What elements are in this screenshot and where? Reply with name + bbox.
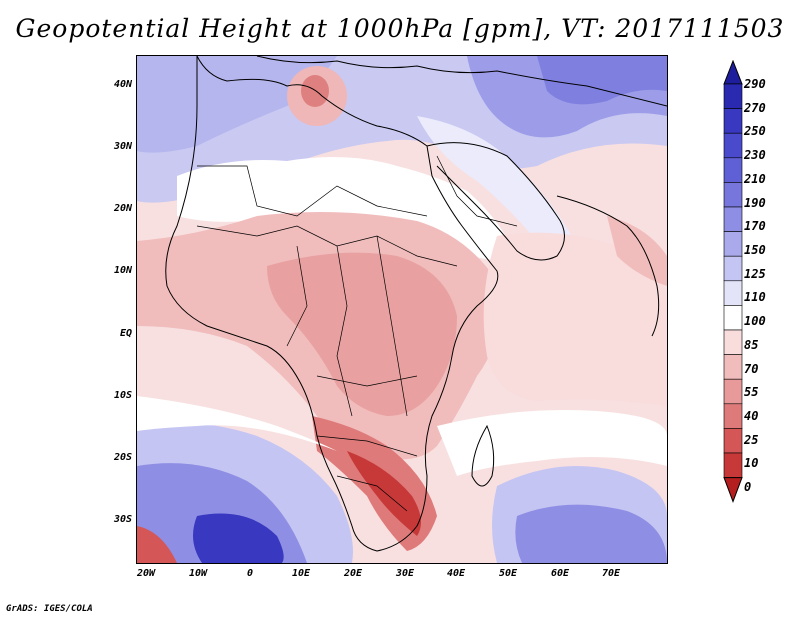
- field-south-white-band: [137, 396, 337, 451]
- field-central-red-inner: [267, 252, 457, 416]
- lat-label-10s: 10S: [113, 390, 132, 401]
- field-indian-white-band: [437, 410, 667, 476]
- field-south-red-core: [347, 451, 421, 536]
- colorbar-level-label: 250: [744, 124, 766, 139]
- credit-text: GrADS: IGES/COLA: [6, 604, 93, 614]
- colorbar-segment: [723, 182, 743, 208]
- colorbar-level-label: 190: [744, 195, 766, 210]
- africa-coastline: [165, 56, 499, 552]
- lon-label-10w: 10W: [188, 568, 208, 579]
- lon-label-0: 0: [246, 568, 254, 579]
- border-south: [336, 475, 408, 512]
- lat-label-40n: 40N: [113, 79, 132, 90]
- colorbar-segment: [723, 329, 743, 355]
- field-southwest-deepest-blue: [193, 513, 284, 563]
- colorbar-level-label: 100: [744, 314, 766, 329]
- colorbar-segment: [723, 231, 743, 257]
- arabia-coastline: [426, 142, 565, 261]
- country-borders: [196, 155, 518, 512]
- colorbar-segment: [723, 255, 743, 282]
- colorbar-segment: [723, 132, 743, 159]
- colorbar: [723, 60, 743, 504]
- border-central: [336, 245, 353, 417]
- colorbar-level-label: 210: [744, 171, 766, 186]
- colorbar-segment: [723, 378, 743, 405]
- map-title: Geopotential Height at 1000hPa [gpm], VT…: [15, 14, 785, 43]
- lon-label-20w: 20W: [136, 568, 156, 579]
- colorbar-level-label: 270: [744, 100, 766, 115]
- colorbar-level-label: 40: [744, 409, 759, 423]
- colorbar-top-arrow: [723, 60, 743, 85]
- lon-label-70e: 70E: [601, 568, 621, 579]
- colorbar-level-label: 150: [744, 243, 766, 257]
- colorbar-level-label: 110: [744, 290, 766, 305]
- lon-label-60e: 60E: [550, 568, 570, 579]
- colorbar-level-label: 10: [744, 456, 759, 471]
- geopotential-map: [137, 56, 667, 563]
- lat-label-30s: 30S: [113, 514, 132, 525]
- colorbar-level-label: 170: [744, 219, 766, 234]
- field-northwest-blue: [137, 56, 337, 153]
- colorbar-segments: [723, 60, 743, 504]
- colorbar-segment: [723, 428, 743, 454]
- lon-label-10e: 10E: [291, 568, 311, 579]
- field-southeast-deep-blue: [515, 504, 667, 563]
- india-coastline: [556, 195, 660, 337]
- border-north: [197, 165, 428, 217]
- map-panel: [136, 55, 668, 564]
- lon-label-30e: 30E: [395, 568, 415, 579]
- colorbar-level-label: 85: [744, 337, 759, 352]
- colorbar-level-label: 230: [744, 148, 766, 163]
- colorbar-segment: [723, 206, 743, 232]
- colorbar-segment: [723, 280, 743, 306]
- colorbar-segment: [723, 157, 743, 183]
- field-southwest-corner-red: [137, 526, 177, 563]
- madagascar-coastline: [471, 424, 495, 487]
- colorbar-level-label: 0: [744, 480, 752, 495]
- coastlines: [165, 56, 667, 552]
- colorbar-level-label: 55: [744, 385, 759, 400]
- colorbar-segment: [723, 403, 743, 429]
- field-arabia-pale: [417, 116, 577, 250]
- lon-label-40e: 40E: [446, 568, 466, 579]
- lon-label-50e: 50E: [498, 568, 518, 579]
- border-east-central: [376, 235, 408, 417]
- border-west-central: [286, 245, 308, 347]
- colorbar-segment: [723, 452, 743, 478]
- border-congo: [316, 375, 418, 387]
- colorbar-level-label: 125: [744, 266, 766, 281]
- lon-label-20e: 20E: [343, 568, 363, 579]
- colorbar-level-label: 290: [744, 77, 766, 91]
- border-arabia: [436, 155, 518, 227]
- lat-label-20n: 20N: [113, 203, 132, 214]
- colorbar-bottom-arrow: [723, 477, 743, 504]
- colorbar-segment: [723, 305, 743, 331]
- lat-label-20s: 20S: [113, 452, 132, 463]
- colorbar-level-label: 70: [744, 361, 759, 376]
- lat-label-10n: 10N: [113, 265, 132, 276]
- field-libya-core: [301, 75, 329, 107]
- border-south-central: [316, 435, 418, 457]
- colorbar-level-label: 25: [744, 432, 759, 447]
- europe-coastline: [256, 56, 667, 107]
- lat-label-eq: EQ: [119, 328, 132, 339]
- colorbar-segment: [723, 83, 743, 109]
- field-indian-pink: [483, 232, 667, 406]
- lat-label-30n: 30N: [113, 141, 132, 152]
- field-north-deeper-blue: [537, 56, 667, 105]
- colorbar-segment: [723, 108, 743, 134]
- colorbar-segment: [723, 354, 743, 380]
